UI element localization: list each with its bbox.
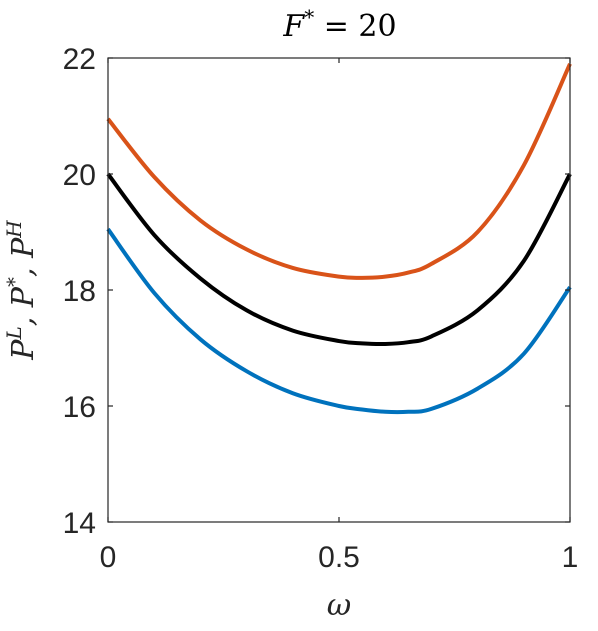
series-line-1 bbox=[106, 62, 572, 280]
y-tick-label: 18 bbox=[63, 275, 96, 308]
ylabel-pstar-sep: , bbox=[6, 258, 41, 277]
y-tick-label: 14 bbox=[63, 507, 96, 540]
series-line-3 bbox=[106, 227, 572, 415]
ylabel-pl-sup: L bbox=[2, 326, 26, 340]
x-tick-label: 0 bbox=[100, 541, 117, 574]
chart-title-rest: = 20 bbox=[314, 9, 396, 44]
series-layer bbox=[106, 62, 572, 415]
ylabel-ph-base: P bbox=[6, 237, 41, 259]
ylabel-pstar-sup: * bbox=[2, 277, 26, 287]
ylabel-pstar-base: P bbox=[6, 286, 41, 308]
x-tick-label: 0.5 bbox=[318, 541, 360, 574]
ticks-layer: 0 0.5 1 14 16 18 20 22 bbox=[63, 43, 579, 574]
x-axis-label: ω bbox=[327, 588, 351, 623]
chart-title: F* = 20 bbox=[282, 5, 396, 44]
chart-title-base: F bbox=[282, 9, 305, 44]
ylabel-ph-sup: H bbox=[2, 220, 26, 239]
y-tick-label: 20 bbox=[63, 159, 96, 192]
ylabel-pl-base: P bbox=[6, 339, 41, 361]
y-tick-label: 16 bbox=[63, 391, 96, 424]
series-line-2 bbox=[106, 172, 572, 346]
y-axis-label: PL, P*, PH bbox=[2, 220, 41, 361]
y-tick-label: 22 bbox=[63, 43, 96, 76]
ylabel-pl-sep: , bbox=[6, 307, 41, 326]
x-tick-label: 1 bbox=[562, 541, 579, 574]
chart-title-sup: * bbox=[304, 5, 314, 29]
